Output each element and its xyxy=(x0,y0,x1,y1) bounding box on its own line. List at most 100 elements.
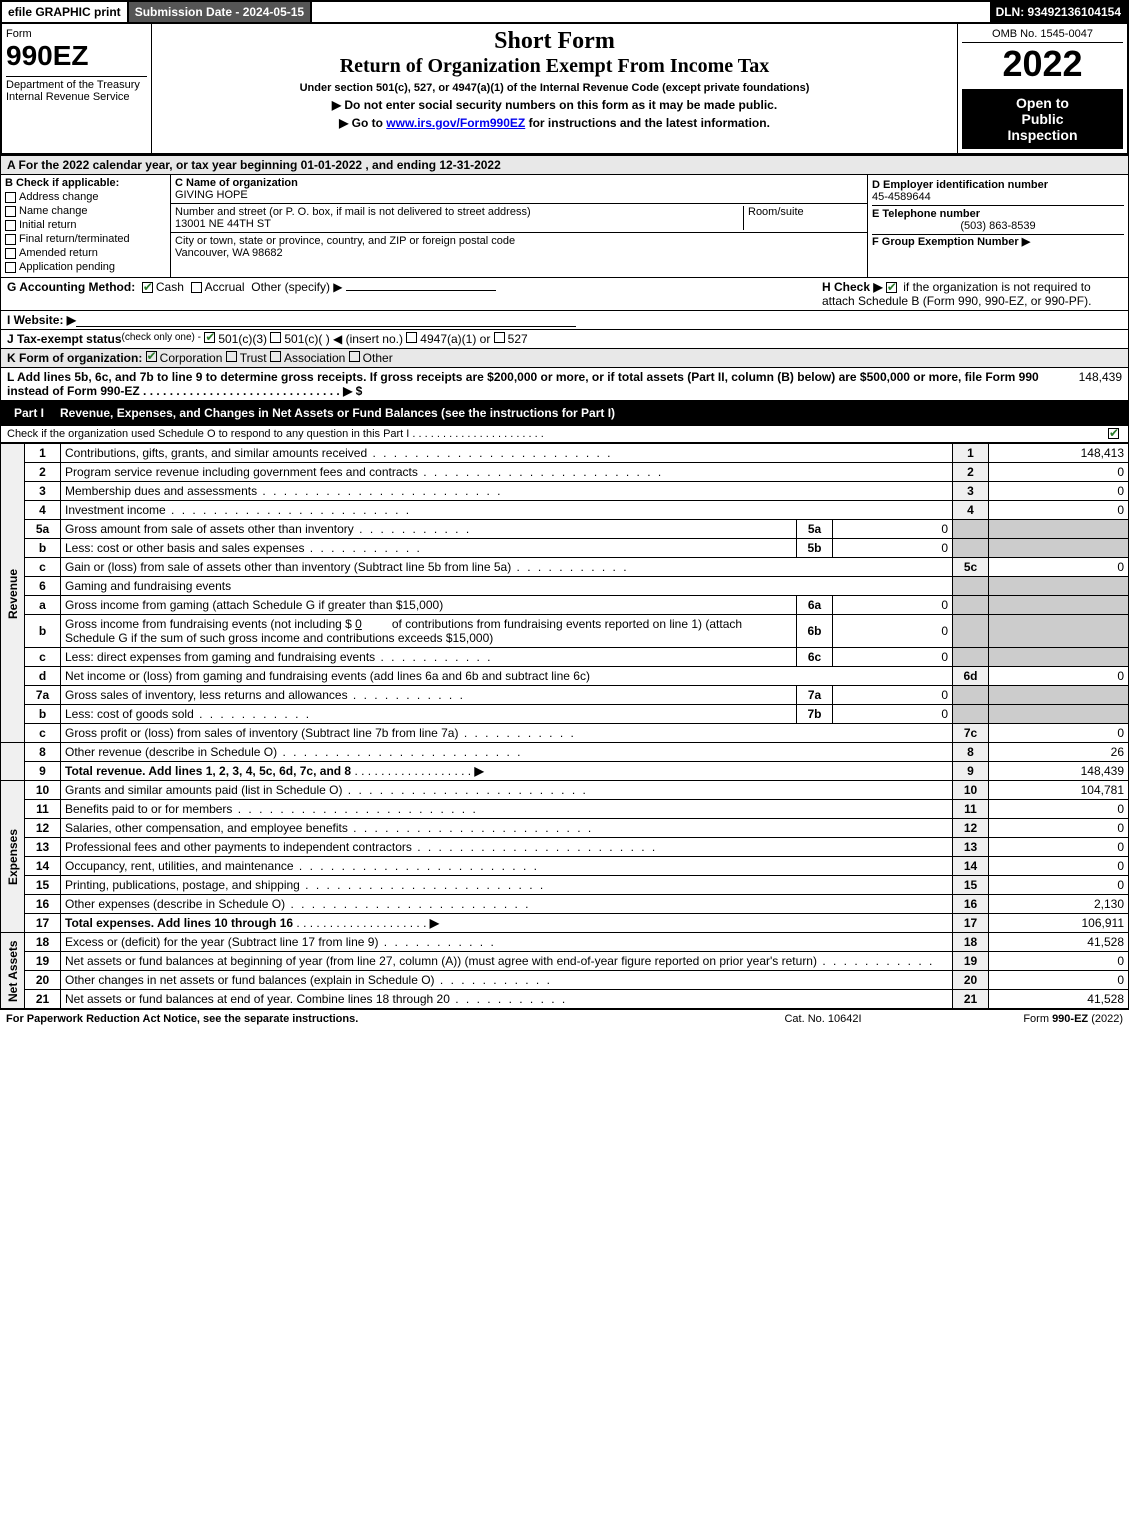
ln9-text: Total revenue. Add lines 1, 2, 3, 4, 5c,… xyxy=(61,762,953,781)
header-center: Short Form Return of Organization Exempt… xyxy=(152,24,957,153)
ln6a-sa: 0 xyxy=(833,596,953,615)
ln6d-text: Net income or (loss) from gaming and fun… xyxy=(61,667,953,686)
org-city: Vancouver, WA 98682 xyxy=(175,247,283,259)
row-l: L Add lines 5b, 6c, and 7b to line 9 to … xyxy=(0,368,1129,401)
ln15-text: Printing, publications, postage, and shi… xyxy=(61,876,953,895)
title-main: Return of Organization Exempt From Incom… xyxy=(156,55,953,78)
chk-other-org[interactable] xyxy=(349,351,360,362)
ln6-text: Gaming and fundraising events xyxy=(61,577,953,596)
part-1-label: Part I xyxy=(6,404,52,422)
ln3-amt: 0 xyxy=(989,482,1129,501)
chk-501c[interactable] xyxy=(270,332,281,343)
ln8-rn: 8 xyxy=(953,743,989,762)
ln9-amt: 148,439 xyxy=(989,762,1129,781)
subtitle: Under section 501(c), 527, or 4947(a)(1)… xyxy=(156,82,953,94)
opt-address-change: Address change xyxy=(19,191,99,203)
chk-501c3[interactable] xyxy=(204,332,215,343)
ln6d-rn: 6d xyxy=(953,667,989,686)
ln18-num: 18 xyxy=(25,933,61,952)
ln7b-num: b xyxy=(25,705,61,724)
ln5a-ra xyxy=(989,520,1129,539)
ln6c-sn: 6c xyxy=(797,648,833,667)
irs-link[interactable]: www.irs.gov/Form990EZ xyxy=(386,116,525,130)
ln2-num: 2 xyxy=(25,463,61,482)
j-note: (check only one) - xyxy=(122,332,201,346)
ln5a-text: Gross amount from sale of assets other t… xyxy=(61,520,797,539)
ln15-num: 15 xyxy=(25,876,61,895)
ln18-text: Excess or (deficit) for the year (Subtra… xyxy=(61,933,953,952)
chk-corp[interactable] xyxy=(146,351,157,362)
ln12-num: 12 xyxy=(25,819,61,838)
side-revenue-cont xyxy=(1,743,25,781)
form-label: Form xyxy=(6,28,147,40)
ln2-rn: 2 xyxy=(953,463,989,482)
chk-address-change[interactable] xyxy=(5,192,16,203)
chk-amended-return[interactable] xyxy=(5,248,16,259)
chk-application-pending[interactable] xyxy=(5,262,16,273)
ln2-text: Program service revenue including govern… xyxy=(61,463,953,482)
chk-schedule-o[interactable] xyxy=(1108,428,1119,439)
ln13-text: Professional fees and other payments to … xyxy=(61,838,953,857)
dept-line-1: Department of the Treasury xyxy=(6,79,147,91)
ln5b-sa: 0 xyxy=(833,539,953,558)
chk-h[interactable] xyxy=(886,282,897,293)
ln8-text: Other revenue (describe in Schedule O) xyxy=(61,743,953,762)
ln19-amt: 0 xyxy=(989,952,1129,971)
g-label: G Accounting Method: xyxy=(7,280,135,294)
k-other: Other xyxy=(363,351,393,365)
ln10-text: Grants and similar amounts paid (list in… xyxy=(61,781,953,800)
footer-mid: Cat. No. 10642I xyxy=(723,1013,923,1025)
f-group-label: F Group Exemption Number ▶ xyxy=(872,236,1030,248)
ln6b-sa: 0 xyxy=(833,615,953,648)
ln15-amt: 0 xyxy=(989,876,1129,895)
section-a-text: A For the 2022 calendar year, or tax yea… xyxy=(7,158,501,172)
ln19-num: 19 xyxy=(25,952,61,971)
ln6c-ra xyxy=(989,648,1129,667)
chk-final-return[interactable] xyxy=(5,234,16,245)
ln6b-num: b xyxy=(25,615,61,648)
chk-name-change[interactable] xyxy=(5,206,16,217)
open-line-1: Open to xyxy=(968,95,1117,111)
c-name-label: C Name of organization xyxy=(175,177,298,189)
k-trust: Trust xyxy=(240,351,267,365)
chk-cash[interactable] xyxy=(142,282,153,293)
chk-527[interactable] xyxy=(494,332,505,343)
ln7c-rn: 7c xyxy=(953,724,989,743)
ln7c-text: Gross profit or (loss) from sales of inv… xyxy=(61,724,953,743)
chk-trust[interactable] xyxy=(226,351,237,362)
ln3-num: 3 xyxy=(25,482,61,501)
ln16-num: 16 xyxy=(25,895,61,914)
g-other: Other (specify) ▶ xyxy=(251,280,342,294)
instruction-1: ▶ Do not enter social security numbers o… xyxy=(156,98,953,112)
ln6c-num: c xyxy=(25,648,61,667)
chk-4947[interactable] xyxy=(406,332,417,343)
side-revenue: Revenue xyxy=(1,444,25,743)
ln5a-sa: 0 xyxy=(833,520,953,539)
ln18-amt: 41,528 xyxy=(989,933,1129,952)
ln1-amt: 148,413 xyxy=(989,444,1129,463)
chk-initial-return[interactable] xyxy=(5,220,16,231)
ln6a-ra xyxy=(989,596,1129,615)
row-k: K Form of organization: Corporation Trus… xyxy=(0,349,1129,368)
ln1-text: Contributions, gifts, grants, and simila… xyxy=(61,444,953,463)
ln6b-ra xyxy=(989,615,1129,648)
j-o3: 4947(a)(1) or xyxy=(420,332,490,346)
l-amount: 148,439 xyxy=(1079,370,1122,398)
org-name: GIVING HOPE xyxy=(175,189,248,201)
form-header: Form 990EZ Department of the Treasury In… xyxy=(0,24,1129,155)
ln19-text: Net assets or fund balances at beginning… xyxy=(61,952,953,971)
ln4-amt: 0 xyxy=(989,501,1129,520)
dln: DLN: 93492136104154 xyxy=(990,2,1127,22)
ln6b-sn: 6b xyxy=(797,615,833,648)
ln5c-amt: 0 xyxy=(989,558,1129,577)
ln14-text: Occupancy, rent, utilities, and maintena… xyxy=(61,857,953,876)
chk-accrual[interactable] xyxy=(191,282,202,293)
part-1-sub-text: Check if the organization used Schedule … xyxy=(7,428,544,440)
ln21-text: Net assets or fund balances at end of ye… xyxy=(61,990,953,1009)
j-o1: 501(c)(3) xyxy=(218,332,267,346)
side-expenses: Expenses xyxy=(1,781,25,933)
ln20-text: Other changes in net assets or fund bala… xyxy=(61,971,953,990)
footer-right: Form 990-EZ (2022) xyxy=(923,1013,1123,1025)
chk-assoc[interactable] xyxy=(270,351,281,362)
form-number: 990EZ xyxy=(6,40,147,72)
